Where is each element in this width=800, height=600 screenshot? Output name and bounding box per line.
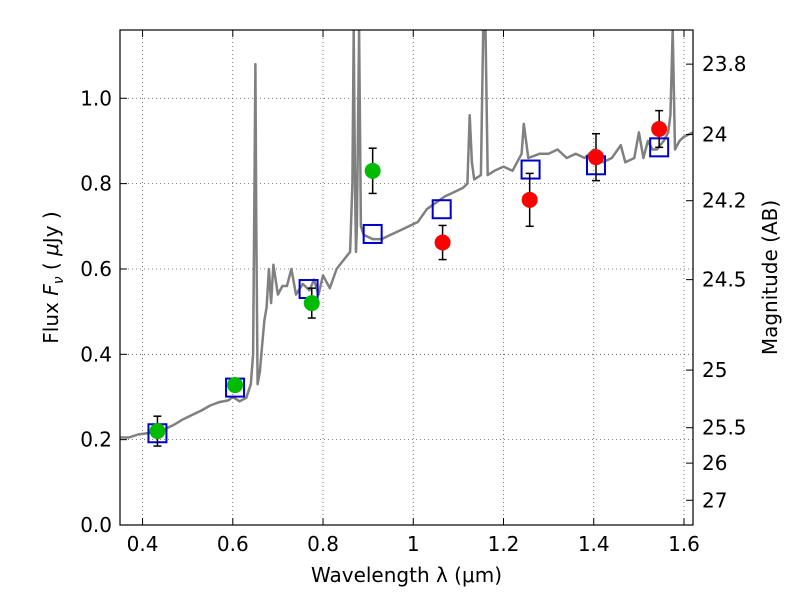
x-tick-label: 1.6 xyxy=(668,532,700,556)
spectrum-line xyxy=(120,30,693,439)
y2-tick-label: 25 xyxy=(702,358,727,382)
y-axis-label-var: F xyxy=(39,284,63,296)
green-point xyxy=(303,295,320,312)
x-axis-label: Wavelength λ (μm) xyxy=(311,563,502,587)
x-tick-label: 0.4 xyxy=(127,532,159,556)
grid xyxy=(120,30,693,526)
x-tick-label: 0.6 xyxy=(217,532,249,556)
y2-tick-label: 23.8 xyxy=(702,52,747,76)
y2-tick-label: 24.2 xyxy=(702,189,747,213)
y2-tick-label: 27 xyxy=(702,488,727,512)
red-point xyxy=(651,121,668,137)
y-tick-label: 0.4 xyxy=(80,342,112,366)
x-tick-label: 1.2 xyxy=(488,532,520,556)
plot-frame xyxy=(119,29,694,526)
red-point xyxy=(587,149,604,166)
green-points-series xyxy=(149,162,381,440)
red-point xyxy=(434,234,451,251)
y-tick-label: 0.8 xyxy=(80,172,112,196)
y2-tick-label: 26 xyxy=(702,451,727,475)
y-axis-label-sub: ν xyxy=(51,276,67,284)
y-axis-label-unit: Jy ) xyxy=(39,211,63,245)
y-tick-label: 0.6 xyxy=(80,257,112,281)
x-tick-label: 1.4 xyxy=(578,532,610,556)
y-tick-label: 0.0 xyxy=(80,513,112,537)
y2-tick-label: 24.5 xyxy=(702,268,747,292)
model-square xyxy=(431,199,452,220)
model-square xyxy=(520,159,541,180)
y2-tick-label: 24 xyxy=(702,123,727,147)
ticks xyxy=(120,30,693,526)
tick-labels: 0.4 0.6 0.8 1 1.2 1.4 1.6 0.0 0.2 0.4 0.6 0.8 1.0 23.… xyxy=(80,52,746,556)
green-point xyxy=(149,423,166,440)
green-point xyxy=(364,162,381,179)
y-axis-label-mid: ( xyxy=(39,256,63,277)
green-point xyxy=(227,377,244,394)
x-tick-label: 0.8 xyxy=(307,532,339,556)
spectrum-series xyxy=(120,30,693,439)
y-tick-label: 1.0 xyxy=(80,86,112,110)
y-axis-label-greek: μ xyxy=(39,243,63,257)
y2-tick-label: 25.5 xyxy=(702,416,747,440)
red-point xyxy=(521,191,538,208)
x-tick-label: 1 xyxy=(407,532,420,556)
red-points-series xyxy=(434,121,668,251)
y-axis-label: Flux Fν ( μJy ) xyxy=(39,211,67,343)
y-tick-label: 0.2 xyxy=(80,428,112,452)
model-square xyxy=(362,223,383,244)
y2-axis-label: Magnitude (AB) xyxy=(758,200,782,355)
y-axis-label-prefix: Flux xyxy=(39,296,63,344)
